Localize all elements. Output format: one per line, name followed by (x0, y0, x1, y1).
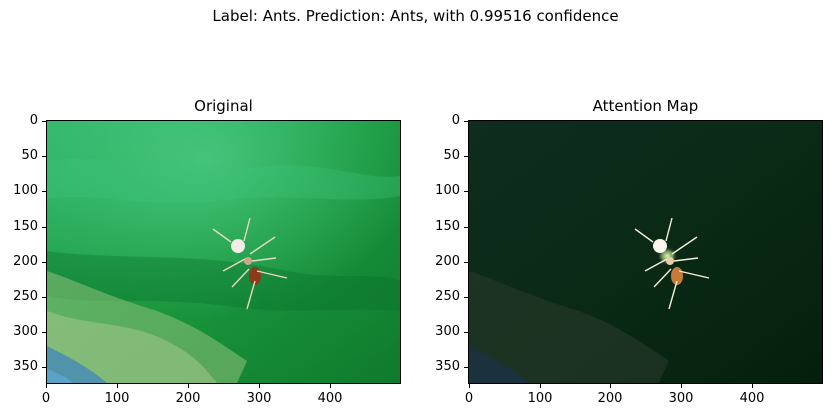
attention-ytick: 0 (420, 114, 468, 128)
attention-ytick: 200 (420, 255, 468, 269)
attention-map-axes (468, 120, 823, 384)
original-ytick: 300 (0, 325, 46, 339)
original-xtick: 0 (26, 384, 66, 406)
attention-xtick: 0 (449, 384, 489, 406)
figure-suptitle: Label: Ants. Prediction: Ants, with 0.99… (212, 7, 619, 25)
attention-ytick: 350 (420, 360, 468, 374)
attention-xtick: 200 (590, 384, 630, 406)
original-xtick: 400 (310, 384, 350, 406)
original-image-axes (46, 120, 401, 384)
attention-xtick: 400 (732, 384, 772, 406)
attention-ytick: 300 (420, 325, 468, 339)
attention-panel-title: Attention Map (592, 97, 699, 115)
ant-figure (212, 217, 288, 310)
original-image (47, 121, 400, 383)
original-xtick: 200 (168, 384, 208, 406)
highlighted-ant-figure (634, 217, 710, 310)
original-ytick: 50 (0, 149, 46, 163)
attention-xtick: 300 (661, 384, 701, 406)
original-ytick: 350 (0, 360, 46, 374)
attention-ytick: 150 (420, 220, 468, 234)
original-ytick: 250 (0, 290, 46, 304)
original-xtick: 300 (239, 384, 279, 406)
attention-image (469, 121, 822, 383)
original-panel-title: Original (194, 97, 253, 115)
original-ytick: 100 (0, 184, 46, 198)
original-xtick: 100 (97, 384, 137, 406)
attention-ytick: 50 (420, 149, 468, 163)
original-ytick: 0 (0, 114, 46, 128)
attention-ytick: 100 (420, 184, 468, 198)
attention-ytick: 250 (420, 290, 468, 304)
original-ytick: 150 (0, 220, 46, 234)
attention-xtick: 100 (520, 384, 560, 406)
original-ytick: 200 (0, 255, 46, 269)
